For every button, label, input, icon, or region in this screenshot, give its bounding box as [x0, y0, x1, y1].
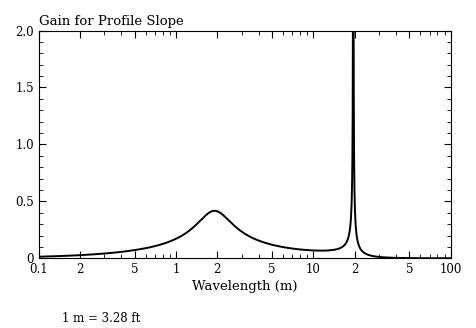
X-axis label: Wavelength (m): Wavelength (m): [191, 280, 297, 293]
Text: Gain for Profile Slope: Gain for Profile Slope: [39, 15, 183, 28]
Text: 1 m = 3.28 ft: 1 m = 3.28 ft: [62, 312, 140, 325]
